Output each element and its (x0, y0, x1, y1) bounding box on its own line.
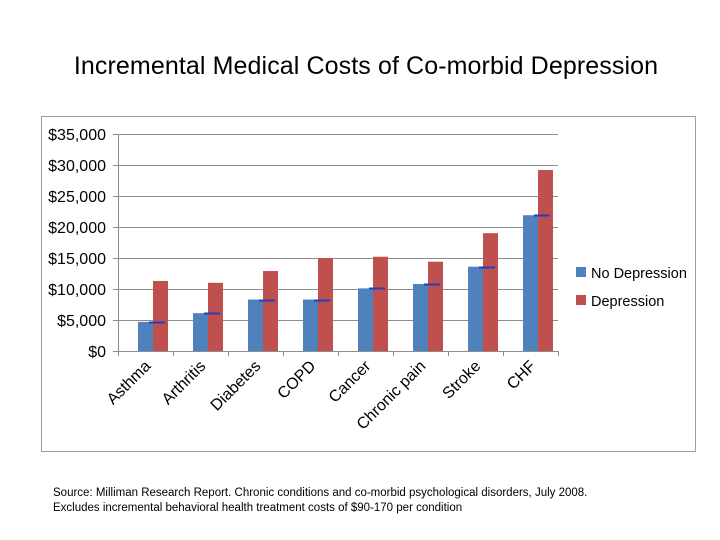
bar-depression (538, 169, 553, 351)
y-tick-label: $35,000 (48, 127, 106, 144)
y-tick-label: $0 (88, 344, 106, 361)
bar-no-depression (248, 299, 263, 351)
y-tick-label: $20,000 (48, 220, 106, 237)
legend-swatch (576, 295, 586, 305)
x-tick-label: Asthma (104, 358, 154, 408)
bar-no-depression (303, 299, 318, 351)
bar-depression (373, 256, 388, 351)
y-tick-label: $15,000 (48, 251, 106, 268)
bar-depression (318, 258, 333, 351)
x-tick-label: CHF (504, 358, 539, 393)
bar-depression (263, 271, 278, 351)
exclusion-note: Excludes incremental behavioral health t… (53, 502, 463, 514)
source-notes: Source: Milliman Research Report. Chroni… (53, 486, 587, 516)
bar-no-depression (138, 321, 153, 351)
slide-title: Incremental Medical Costs of Co-morbid D… (73, 52, 659, 80)
y-tick-label: $25,000 (48, 189, 106, 206)
bar-depression (208, 282, 223, 351)
legend-label: No Depression (591, 266, 687, 282)
x-tick-label: Diabetes (208, 358, 265, 415)
y-tick-label: $5,000 (57, 313, 106, 330)
bar-no-depression (523, 215, 538, 351)
legend-swatch (576, 267, 586, 277)
x-tick-label: Stroke (440, 358, 485, 403)
y-tick-label: $30,000 (48, 158, 106, 175)
bar-no-depression (193, 313, 208, 351)
bar-depression (428, 261, 443, 351)
y-tick-label: $10,000 (48, 282, 106, 299)
bar-depression (153, 280, 168, 351)
bar-no-depression (413, 284, 428, 351)
x-tick-label: Cancer (326, 357, 375, 406)
bar-no-depression (358, 288, 373, 351)
bar-depression (483, 233, 498, 351)
x-tick-label: COPD (275, 358, 320, 403)
source-citation: Source: Milliman Research Report. Chroni… (53, 487, 588, 499)
bar-no-depression (468, 266, 483, 351)
legend-label: Depression (591, 294, 664, 310)
chart-area (41, 116, 696, 452)
x-tick-label: Arthritis (159, 358, 209, 408)
